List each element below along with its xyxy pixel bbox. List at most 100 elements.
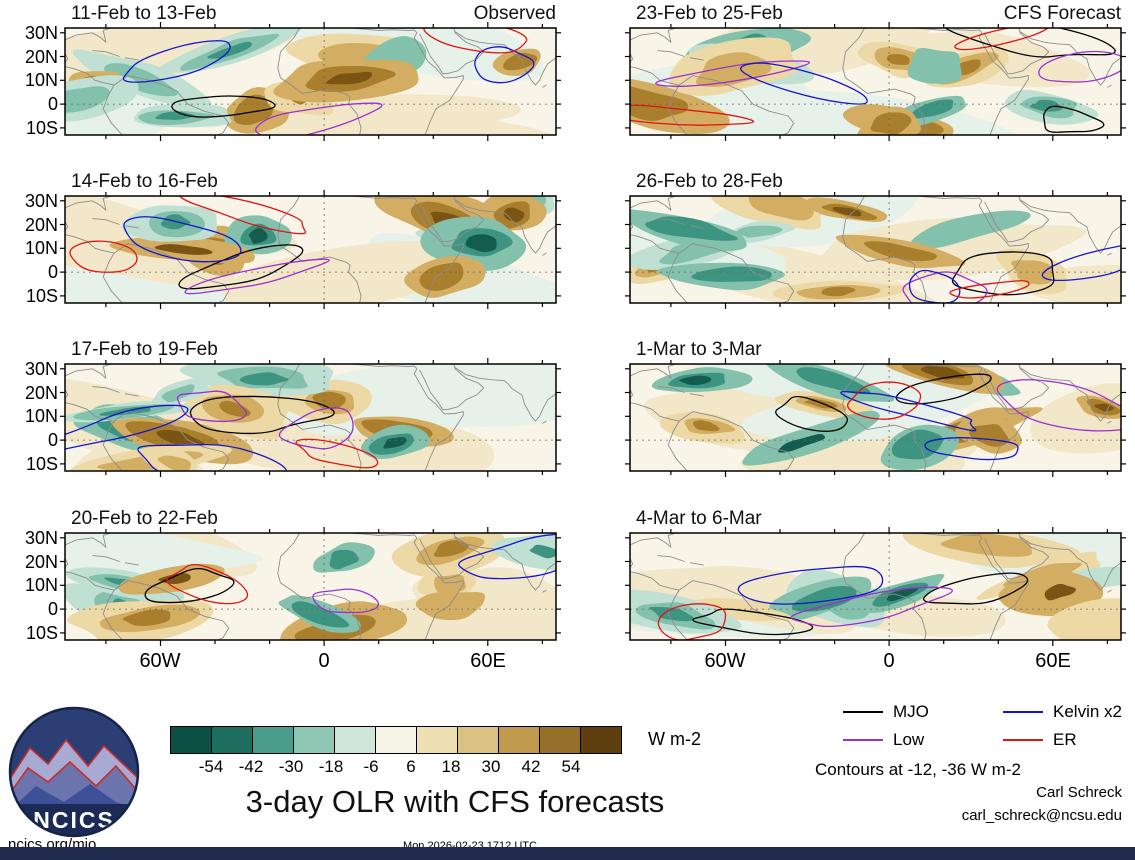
olr-map (625, 190, 1126, 309)
column-header: Observed (473, 3, 556, 24)
lon-tick-label: 60E (470, 650, 506, 672)
colorbar-cell (294, 727, 335, 753)
panel-titlebar: 20-Feb to 22-Feb (71, 508, 556, 530)
lat-tick-label: 10N (24, 406, 58, 426)
lon-tick-label: 60W (704, 650, 746, 672)
lat-tick-label: 30N (24, 191, 58, 211)
lat-tick-label: 30N (24, 23, 58, 43)
legend-label: MJO (893, 702, 929, 721)
map-panel (625, 358, 1126, 477)
lat-tick-label: 10S (25, 454, 58, 474)
olr-map (625, 527, 1126, 646)
lat-tick-label: 20N (24, 47, 58, 67)
colorbar-cell (212, 727, 253, 753)
panel-title: 26-Feb to 28-Feb (636, 171, 783, 192)
panel-title: 14-Feb to 16-Feb (71, 171, 218, 192)
panel-title: 23-Feb to 25-Feb (636, 3, 783, 24)
legend-label: Low (893, 730, 925, 749)
colorbar-tick-label: -30 (278, 757, 304, 776)
colorbar-cell (499, 727, 540, 753)
panel-titlebar: 4-Mar to 6-Mar (636, 508, 1121, 530)
panel-title: 20-Feb to 22-Feb (71, 508, 218, 529)
colorbar-cell (581, 727, 621, 753)
map-panel (625, 22, 1126, 141)
lon-tick-label: 0 (318, 650, 330, 672)
lat-tick-label: 0 (47, 599, 58, 619)
colorbar-cell (540, 727, 581, 753)
legend-line-kelvin-x2 (1003, 711, 1043, 714)
map-panel (625, 190, 1126, 309)
chart-title: 3-day OLR with CFS forecasts (245, 784, 665, 819)
map-panel (625, 527, 1126, 646)
map-panel (60, 358, 561, 477)
olr-map (60, 358, 561, 477)
colorbar-tick-label: 6 (406, 757, 416, 776)
lat-tick-label: 20N (24, 215, 58, 235)
bottom-bar (0, 847, 1135, 860)
panel-title: 17-Feb to 19-Feb (71, 339, 218, 360)
colorbar-tick-label: -42 (238, 757, 264, 776)
credit-email: carl_schreck@ncsu.edu (961, 807, 1122, 824)
olr-map (60, 190, 561, 309)
legend-label: Kelvin x2 (1053, 702, 1122, 721)
lat-tick-label: 10N (24, 238, 58, 258)
colorbar-cell (171, 727, 212, 753)
lat-tick-label: 10S (25, 623, 58, 643)
colorbar-tick-label: 42 (521, 757, 541, 776)
legend-label: ER (1053, 730, 1077, 749)
lon-tick-label: 0 (883, 650, 895, 672)
lat-tick-label: 10N (24, 70, 58, 90)
column-header: CFS Forecast (1003, 3, 1121, 24)
colorbar-cell (376, 727, 417, 753)
colorbar-tick-label: -18 (318, 757, 344, 776)
olr-map (625, 358, 1126, 477)
panel-titlebar: 1-Mar to 3-Mar (636, 339, 1121, 361)
legend-line-er (1003, 739, 1043, 742)
panel-titlebar: 14-Feb to 16-Feb (71, 171, 556, 193)
lat-tick-label: 0 (47, 262, 58, 282)
lon-tick-label: 60W (139, 650, 181, 672)
lat-tick-label: 30N (24, 359, 58, 379)
colorbar-tick-label: -6 (363, 757, 379, 776)
colorbar-cell (458, 727, 499, 753)
colorbar-cell (335, 727, 376, 753)
colorbar-labels: -54 -42 -30 -18 -6 6 18 30 42 54 (170, 757, 612, 777)
panel-title: 11-Feb to 13-Feb (71, 3, 217, 24)
map-panel (60, 190, 561, 309)
panel-titlebar: 26-Feb to 28-Feb (636, 171, 1121, 193)
lat-tick-label: 20N (24, 383, 58, 403)
panel-titlebar: 11-Feb to 13-Feb Observed (71, 3, 556, 25)
panel-title: 4-Mar to 6-Mar (636, 508, 762, 529)
colorbar-tick-label: 30 (481, 757, 501, 776)
map-panel (60, 527, 561, 646)
colorbar-tick-label: -54 (198, 757, 224, 776)
olr-map (625, 22, 1126, 141)
wave-legend: MJO Low Kelvin x2 ER (843, 702, 1123, 758)
panel-titlebar: 17-Feb to 19-Feb (71, 339, 556, 361)
legend-line-low (843, 739, 883, 742)
legend-line-mjo (843, 711, 883, 714)
lat-tick-label: 30N (24, 528, 58, 548)
olr-map (60, 527, 561, 646)
lat-tick-label: 10N (24, 575, 58, 595)
colorbar-tick-label: 54 (561, 757, 581, 776)
lat-tick-label: 10S (25, 118, 58, 138)
lat-tick-label: 10S (25, 286, 58, 306)
lat-tick-label: 0 (47, 430, 58, 450)
olr-map (60, 22, 561, 141)
colorbar-tick-label: 18 (441, 757, 461, 776)
ncics-logo: NCICS (8, 704, 140, 845)
map-panel (60, 22, 561, 141)
ncics-logo-icon: NCICS (8, 706, 140, 838)
contours-note: Contours at -12, -36 W m-2 (815, 760, 1021, 779)
colorbar-cell (253, 727, 294, 753)
credit-name: Carl Schreck (1036, 784, 1122, 801)
colorbar-cell (417, 727, 458, 753)
panel-title: 1-Mar to 3-Mar (636, 339, 762, 360)
colorbar-units: W m-2 (648, 729, 701, 749)
lon-tick-label: 60E (1035, 650, 1071, 672)
panel-titlebar: 23-Feb to 25-Feb CFS Forecast (636, 3, 1121, 25)
lat-tick-label: 20N (24, 552, 58, 572)
lat-tick-label: 0 (47, 94, 58, 114)
